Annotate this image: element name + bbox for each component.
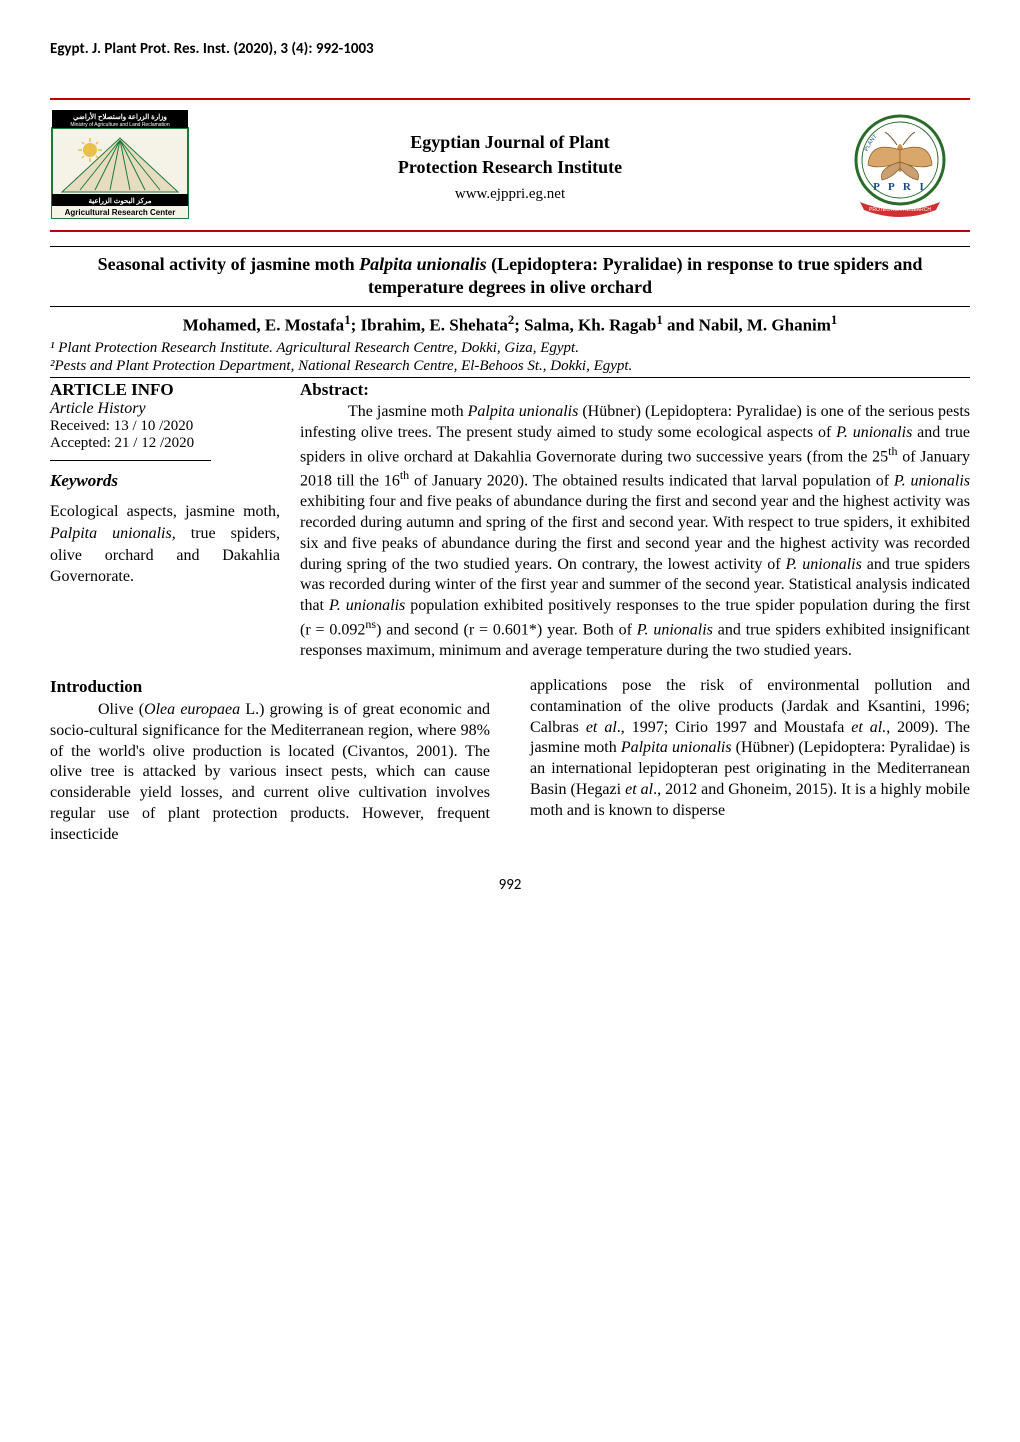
introduction-heading: Introduction [50,676,490,698]
intro-col-right: applications pose the risk of environmen… [530,676,970,846]
authors-line: Mohamed, E. Mostafa1; Ibrahim, E. Shehat… [50,313,970,336]
info-divider [50,460,211,461]
svg-text:Agricultural Research Center: Agricultural Research Center [65,208,176,217]
keywords-body: Ecological aspects, jasmine moth, Palpit… [50,501,280,587]
introduction-row: Introduction Olive (Olea europaea L.) gr… [50,676,970,846]
svg-text:مركز البحوث الزراعية: مركز البحوث الزراعية [89,197,152,205]
paper-title: Seasonal activity of jasmine moth Palpit… [90,253,930,300]
journal-url: www.ejppri.eg.net [190,186,830,203]
running-header: Egypt. J. Plant Prot. Res. Inst. (2020),… [50,40,970,58]
affiliation-2: ²Pests and Plant Protection Department, … [50,357,970,375]
svg-text:P P R I: P P R I [873,181,927,193]
arc-logo: وزارة الزراعة واستصلاح الأراضي Ministry … [50,110,190,220]
title-top-rule [50,246,970,247]
svg-text:Ministry of Agriculture and La: Ministry of Agriculture and Land Reclama… [70,122,169,128]
intro-text-left: Olive (Olea europaea L.) growing is of g… [50,700,490,846]
intro-text-right: applications pose the risk of environmen… [530,676,970,822]
accepted-date: Accepted: 21 / 12 /2020 [50,435,280,452]
journal-title-line1: Egyptian Journal of Plant [190,132,830,153]
article-info-column: ARTICLE INFO Article History Received: 1… [50,380,280,662]
svg-text:PROTECTION RESEARCH: PROTECTION RESEARCH [869,207,931,213]
intro-col-left: Introduction Olive (Olea europaea L.) gr… [50,676,490,846]
info-abstract-row: ARTICLE INFO Article History Received: 1… [50,380,970,662]
ppri-seal-logo: P P R I PROTECTION RESEARCH PLANT [830,110,970,220]
title-bottom-rule [50,306,970,307]
banner-center: Egyptian Journal of Plant Protection Res… [190,128,830,203]
received-date: Received: 13 / 10 /2020 [50,418,280,435]
journal-banner: وزارة الزراعة واستصلاح الأراضي Ministry … [50,100,970,230]
article-info-heading: ARTICLE INFO [50,380,280,400]
keywords-heading: Keywords [50,471,280,491]
affiliation-1: ¹ Plant Protection Research Institute. A… [50,339,970,357]
abstract-heading: Abstract: [300,380,970,400]
page-number: 992 [50,876,970,894]
abstract-column: Abstract: The jasmine moth Palpita union… [300,380,970,662]
abstract-body: The jasmine moth Palpita unionalis (Hübn… [300,402,970,662]
affil-bottom-rule [50,377,970,378]
journal-title-line2: Protection Research Institute [190,157,830,178]
article-history-label: Article History [50,400,280,418]
